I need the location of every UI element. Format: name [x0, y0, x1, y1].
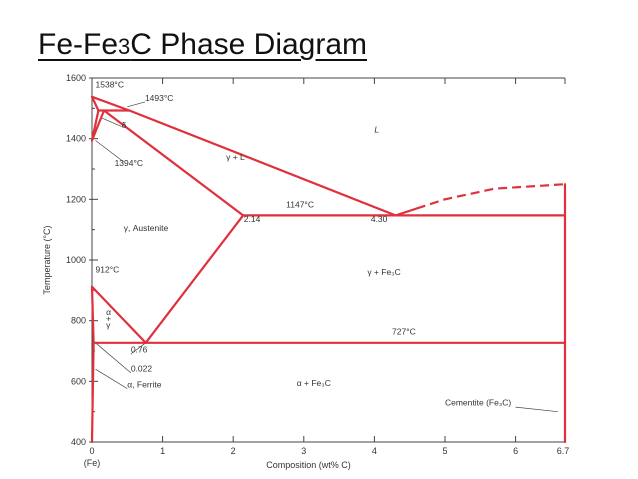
y-axis-title: Temperature (°C) — [42, 225, 52, 294]
alpha-solvus — [90, 341, 95, 444]
leader-line — [127, 101, 146, 108]
point-annotation: α, Ferrite — [127, 379, 161, 389]
x-tick-label: 0 — [89, 446, 94, 456]
leader-line — [130, 342, 146, 355]
leader-line — [100, 117, 122, 127]
region-label: γ + Fe₃C — [367, 267, 400, 277]
y-tick-label: 1600 — [66, 73, 86, 83]
fe3c-liquidus-dashed — [416, 183, 566, 210]
y-tick-label: 600 — [71, 376, 86, 386]
x-left-end-label: (Fe) — [84, 458, 101, 468]
point-annotation: 727°C — [392, 326, 416, 336]
y-tick-label: 1200 — [66, 194, 86, 204]
point-annotation: 0.76 — [131, 345, 148, 355]
y-tick-label: 800 — [71, 316, 86, 326]
page-title: Fe-Fe3C Phase Diagram — [38, 28, 368, 61]
point-annotation: 4.30 — [371, 214, 388, 224]
region-label: γ + L — [226, 152, 245, 162]
solidus — [102, 109, 245, 217]
point-annotation: 1394°C — [115, 158, 143, 168]
x-tick-label: 6.7 — [557, 446, 570, 456]
region-label: α + Fe₃C — [297, 378, 331, 388]
point-annotation: 1147°C — [286, 200, 314, 210]
x-tick-label: 5 — [442, 446, 447, 456]
point-annotation: 2.14 — [244, 214, 261, 224]
point-annotation: 912°C — [96, 265, 120, 275]
x-tick-label: 1 — [160, 446, 165, 456]
alpha-gamma — [90, 285, 95, 344]
region-label: γ — [106, 320, 111, 330]
x-tick-label: 6 — [513, 446, 518, 456]
leader-line — [95, 140, 124, 163]
point-annotation: 0.022 — [131, 364, 153, 374]
x-tick-label: 2 — [231, 446, 236, 456]
region-label: α — [106, 307, 111, 317]
region-label: L — [374, 125, 379, 135]
y-tick-label: 400 — [71, 437, 86, 447]
delta-gamma — [90, 109, 106, 142]
liquidus-delta — [90, 95, 100, 112]
x-axis-title: Composition (wt% C) — [266, 460, 351, 470]
x-tick-label: 3 — [301, 446, 306, 456]
region-label: δ — [122, 120, 127, 130]
region-label: + — [106, 314, 111, 324]
x-tick-label: 4 — [372, 446, 377, 456]
region-label: Cementite (Fe₃C) — [445, 398, 511, 408]
point-annotation: 1538°C — [96, 80, 124, 90]
point-annotation: 1493°C — [145, 93, 173, 103]
acm — [144, 214, 245, 344]
fe3c-liquidus-solid — [394, 207, 418, 217]
a3 — [90, 285, 147, 344]
leader-line — [95, 342, 132, 374]
region-label: γ, Austenite — [124, 223, 169, 233]
leader-line — [515, 406, 558, 413]
y-tick-label: 1400 — [66, 134, 86, 144]
leader-line — [95, 368, 128, 389]
y-tick-label: 1000 — [66, 255, 86, 265]
